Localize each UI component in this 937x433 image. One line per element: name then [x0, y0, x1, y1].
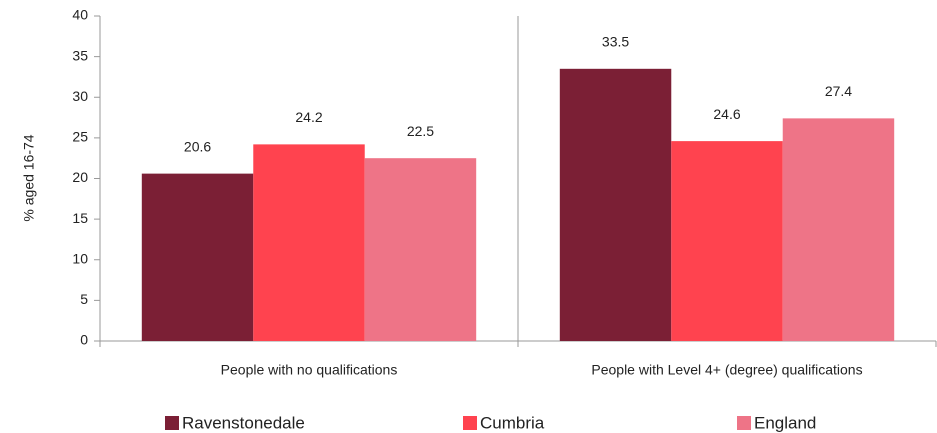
data-label: 27.4 — [825, 83, 852, 99]
bar — [559, 68, 672, 341]
bar — [253, 144, 365, 341]
bar — [782, 118, 895, 341]
y-tick-label: 0 — [80, 332, 88, 348]
legend-label: Cumbria — [480, 413, 545, 432]
x-tick-label: People with Level 4+ (degree) qualificat… — [591, 362, 862, 378]
legend-swatch — [463, 416, 477, 430]
legend-label: England — [754, 413, 816, 432]
y-tick-label: 35 — [72, 47, 88, 63]
x-tick-label: People with no qualifications — [221, 362, 398, 378]
data-label: 33.5 — [602, 34, 629, 50]
y-tick-label: 10 — [72, 250, 88, 266]
y-axis-label: % aged 16-74 — [21, 134, 37, 221]
legend-swatch — [165, 416, 179, 430]
y-tick-label: 30 — [72, 88, 88, 104]
y-tick-label: 40 — [72, 7, 88, 23]
legend-label: Ravenstonedale — [182, 413, 305, 432]
data-label: 20.6 — [184, 138, 211, 154]
data-label: 24.6 — [713, 106, 740, 122]
y-tick-label: 5 — [80, 291, 88, 307]
y-tick-label: 15 — [72, 210, 88, 226]
data-label: 24.2 — [295, 109, 322, 125]
bar — [141, 173, 254, 341]
bar — [671, 141, 783, 341]
y-tick-label: 25 — [72, 129, 88, 145]
legend-swatch — [737, 416, 751, 430]
data-label: 22.5 — [407, 123, 434, 139]
y-tick-label: 20 — [72, 169, 88, 185]
bar — [364, 158, 477, 341]
